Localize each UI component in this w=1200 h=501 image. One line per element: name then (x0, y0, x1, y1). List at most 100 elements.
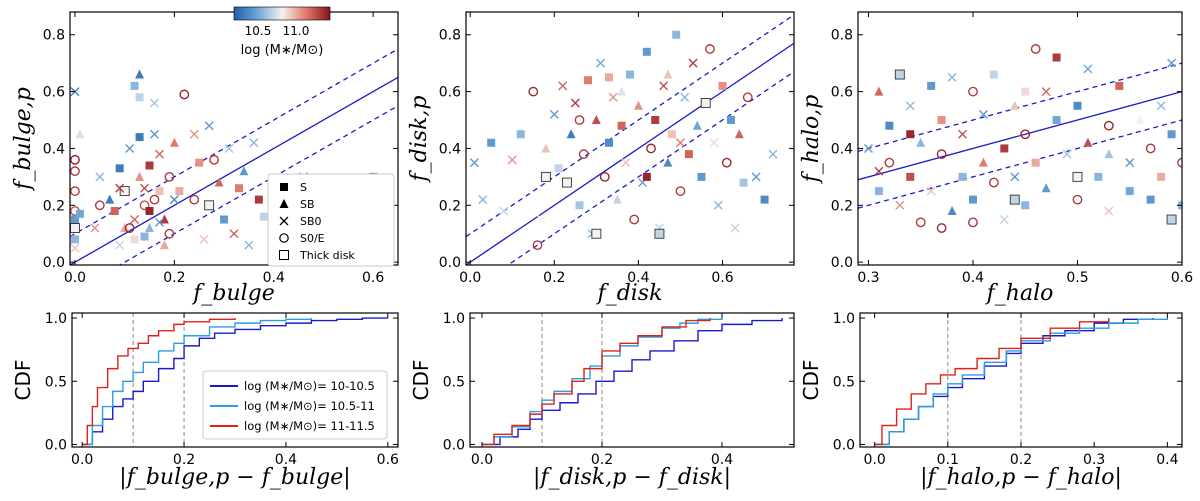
bulge-point-14 (105, 194, 115, 204)
bulge-point-75 (135, 133, 144, 142)
halo-point-47 (1125, 187, 1134, 196)
halo-point-51 (1156, 101, 1166, 111)
bulge-xticklabel-3: 0.6 (362, 270, 384, 286)
bulge-point-28 (145, 161, 154, 170)
bulge-point-55 (244, 240, 254, 250)
bulge-point-54 (239, 166, 249, 176)
halo-point-60 (1021, 87, 1030, 96)
disk-point-22 (599, 171, 610, 182)
halo-point-61 (1072, 171, 1083, 182)
disk-point-7 (532, 240, 543, 251)
disk-frame (465, 11, 795, 266)
disk-point-36 (659, 81, 669, 91)
cdf-bulge-frame (71, 312, 399, 448)
halo-yticklabel-4: 0.8 (831, 28, 853, 44)
disk-point-42 (684, 150, 693, 159)
bulge-point-73 (154, 217, 164, 227)
halo-point-41 (1083, 64, 1093, 74)
cdf-bulge-series-1 (82, 318, 313, 446)
disk-point-62 (540, 171, 551, 182)
panels: 0.0 0.2 0.4 0.6 0.0 0.2 0.4 0.6 0.8 f_bulge f_bulg… (11, 11, 1193, 490)
halo-point-50 (1146, 195, 1155, 204)
cdf-legend: log (M∗/M⊙)= 10-10.5 log (M∗/M⊙)= 10.5-11… (202, 370, 388, 440)
cdf-halo-xticklabel-4: 0.4 (1156, 452, 1178, 468)
halo-xticklabel-1: 0.4 (962, 270, 984, 286)
bulge-point-26 (139, 200, 150, 211)
halo-xticklabel-0: 0.3 (857, 270, 879, 286)
halo-yticklabel-0: 0.0 (831, 255, 853, 271)
halo-point-64 (874, 166, 884, 176)
bulge-point-76 (115, 183, 125, 193)
cdf-bulge-xlabel: |f_bulge,p − f_bulge| (119, 465, 350, 490)
disk-xlabel: f_disk (596, 281, 663, 306)
halo-point-29 (1020, 129, 1031, 140)
cdf-bulge-series-2 (82, 318, 236, 446)
disk-point-27 (621, 158, 631, 168)
disk-point-8 (537, 215, 547, 225)
cdf-bulge-yticklabel-0: 0.0 (45, 437, 67, 453)
bulge-point-7 (70, 235, 79, 244)
bulge-point-38 (169, 195, 179, 205)
halo-point-19 (968, 86, 978, 97)
disk-point-24 (608, 92, 618, 102)
halo-point-44 (1104, 206, 1114, 216)
cdf-disk-frame (469, 312, 795, 448)
halo-point-17 (958, 172, 967, 181)
disk-xticklabel-2: 0.4 (627, 270, 649, 286)
halo-xticklabel-2: 0.5 (1066, 270, 1088, 286)
bulge-point-21 (130, 81, 139, 90)
bulge-point-5 (70, 215, 79, 224)
disk-point-0 (469, 158, 479, 168)
bulge-point-56 (249, 138, 259, 148)
bulge-point-22 (130, 215, 140, 225)
halo-point-62 (1009, 194, 1020, 205)
disk-point-17 (578, 149, 589, 160)
panel-halo: 0.3 0.4 0.5 0.6 0.0 0.2 0.4 0.6 0.8 f_halo f_halo,… (799, 11, 1193, 306)
cdf-halo-xticklabel-1: 0.1 (937, 452, 959, 468)
disk-point-20 (591, 115, 601, 125)
bulge-yticklabel-4: 0.8 (43, 28, 65, 44)
marker-legend: S SB SB0 S0/E Thick disk (267, 173, 395, 267)
bulge-xticklabel-2: 0.4 (263, 270, 285, 286)
disk-yticklabel-1: 0.2 (439, 198, 461, 214)
bulge-point-42 (189, 129, 199, 139)
disk-point-38 (668, 130, 677, 139)
legend-label-4: Thick disk (299, 249, 355, 262)
disk-point-52 (726, 116, 735, 125)
halo-point-18 (958, 129, 968, 139)
halo-point-23 (988, 177, 999, 188)
halo-fit-lower (858, 119, 1182, 209)
disk-point-67 (604, 73, 613, 82)
cdf-halo-xticklabel-0: 0.0 (864, 452, 886, 468)
halo-point-6 (895, 200, 905, 210)
cdf-halo-yticklabel-0: 0.0 (833, 437, 855, 453)
halo-point-12 (926, 186, 936, 196)
bulge-point-20 (125, 143, 135, 153)
bulge-point-24 (135, 69, 145, 79)
bulge-point-17 (115, 240, 125, 250)
disk-point-23 (604, 138, 613, 147)
legend-label-0: S (300, 181, 307, 194)
bulge-point-53 (234, 184, 243, 193)
halo-point-10 (916, 137, 926, 147)
panel-cdf-disk: 0.0 0.2 0.4 0.0 0.5 1.0 |f_disk,p − f_disk| CDF (409, 311, 795, 490)
bulge-point-43 (189, 194, 200, 205)
cdf-bulge-xticklabel-0: 0.0 (71, 452, 93, 468)
halo-point-15 (947, 205, 957, 215)
bulge-point-35 (164, 171, 175, 182)
bulge-point-15 (110, 206, 119, 215)
legend-label-3: S0/E (300, 232, 325, 245)
disk-point-29 (629, 214, 640, 225)
disk-point-39 (672, 30, 681, 39)
bulge-xlabel: f_bulge (191, 281, 275, 306)
cdf-disk-yticklabel-1: 0.5 (443, 374, 465, 390)
cdf-disk-xticklabel-0: 0.0 (471, 452, 493, 468)
halo-point-52 (1157, 172, 1166, 181)
disk-point-41 (680, 92, 690, 102)
cdf-bulge-xticklabel-3: 0.6 (377, 452, 399, 468)
halo-point-1 (874, 187, 883, 196)
legend-marker-s0-e (279, 233, 289, 243)
disk-fit-line (466, 42, 794, 265)
cdf-bulge-xticklabel-2: 0.4 (275, 452, 297, 468)
bulge-point-74 (159, 240, 169, 250)
